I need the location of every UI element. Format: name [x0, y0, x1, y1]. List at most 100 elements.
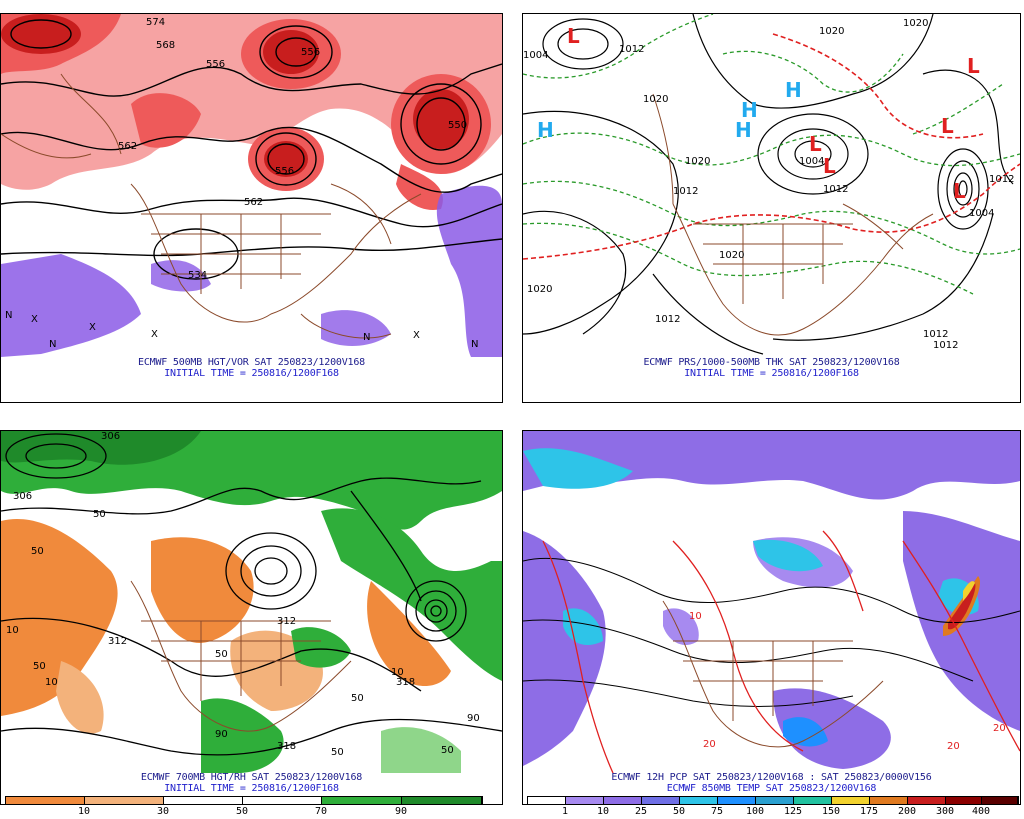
caption-line-2: INITIAL TIME = 250816/1200F168 — [684, 368, 859, 379]
isobar-label: 1020 — [719, 250, 745, 261]
rh-tick: 50 — [235, 806, 249, 817]
isobar-label: 1012 — [989, 174, 1015, 185]
isobar-label: 1004 — [523, 50, 549, 61]
high-symbol: H — [741, 98, 758, 122]
rh-label: 50 — [215, 649, 228, 660]
low-symbol: L — [967, 54, 980, 78]
contour-label-562b: 562 — [118, 141, 138, 152]
temp-label: 20 — [993, 723, 1006, 734]
contour-label-556a: 556 — [301, 47, 321, 58]
panel-mslp-thickness: H H H H L L L L L L 1020 1012 1004 1020 … — [522, 13, 1021, 403]
rh-tick: 30 — [156, 806, 170, 817]
rh-label: 10 — [6, 625, 19, 636]
caption-line-2: ECMWF 850MB TEMP SAT 250823/1200V168 — [666, 783, 877, 794]
map-precip-svg — [523, 431, 1020, 773]
rh-seg — [322, 797, 402, 804]
pcp-seg — [528, 797, 566, 804]
pcp-tick: 50 — [672, 806, 686, 817]
rh-tick: 70 — [314, 806, 328, 817]
isobar-label: 1004 — [969, 208, 995, 219]
high-symbol: H — [735, 118, 752, 142]
rh-label: 10 — [45, 677, 58, 688]
rh-seg — [243, 797, 322, 804]
map-mslp: H H H H L L L L L L 1020 1012 1004 1020 … — [523, 14, 1020, 357]
rh-label: 90 — [467, 713, 480, 724]
pcp-seg — [642, 797, 680, 804]
pcp-tick: 400 — [971, 806, 991, 817]
height-label: 312 — [108, 636, 128, 647]
rh-label: 50 — [31, 546, 44, 557]
isobar-label: 1004 — [799, 156, 825, 167]
temp-label: 20 — [703, 739, 716, 750]
contour-label-568: 568 — [156, 40, 176, 51]
rh-colorbar-ticks: 10 30 50 70 90 — [5, 806, 481, 818]
map-mslp-svg — [523, 14, 1020, 357]
panel-700mb-rh: 312 318 306 312 318 306 50 50 10 50 10 5… — [0, 430, 503, 805]
rh-tick: 10 — [77, 806, 91, 817]
rh-seg — [402, 797, 482, 804]
pcp-seg — [756, 797, 794, 804]
pcp-tick: 1 — [561, 806, 569, 817]
pcp-seg — [982, 797, 1018, 804]
pcp-tick: 300 — [935, 806, 955, 817]
pcp-seg — [794, 797, 832, 804]
panel-mslp-caption: ECMWF PRS/1000-500MB THK SAT 250823/1200… — [523, 357, 1020, 379]
pcp-seg — [680, 797, 718, 804]
isobar-label: 1012 — [673, 186, 699, 197]
min-mark-x: X — [89, 322, 96, 333]
pcp-seg — [908, 797, 946, 804]
low-symbol: L — [809, 132, 822, 156]
min-mark-x: X — [31, 314, 38, 325]
pcp-tick: 125 — [783, 806, 803, 817]
panel-precip-850mb: 20 20 10 20 ECMWF 12H PCP SAT 250823/120… — [522, 430, 1021, 805]
isobar-label: 1020 — [527, 284, 553, 295]
isobar-label: 1012 — [823, 184, 849, 195]
min-mark-x: X — [151, 329, 158, 340]
temp-label: 10 — [689, 611, 702, 622]
max-mark-n: N — [5, 310, 13, 321]
isobar-label: 1020 — [685, 156, 711, 167]
rh-tick: 90 — [394, 806, 408, 817]
pcp-seg — [718, 797, 756, 804]
min-mark-x: X — [413, 330, 420, 341]
map-700mb: 312 318 306 312 318 306 50 50 10 50 10 5… — [1, 431, 502, 773]
pcp-seg — [832, 797, 870, 804]
max-mark-n: N — [471, 339, 479, 350]
caption-line-1: ECMWF PRS/1000-500MB THK SAT 250823/1200… — [643, 357, 900, 368]
pcp-colorbar — [527, 796, 1019, 805]
pcp-seg — [566, 797, 604, 804]
map-500mb: 574 568 556 556 562 550 556 562 534 X X … — [1, 14, 502, 357]
rh-label: 50 — [441, 745, 454, 756]
isobar-label: 1012 — [923, 329, 949, 340]
pcp-tick: 25 — [634, 806, 648, 817]
pcp-seg — [604, 797, 642, 804]
contour-label-562a: 562 — [244, 197, 264, 208]
panel-500mb-caption: ECMWF 500MB HGT/VOR SAT 250823/1200V168 … — [1, 357, 502, 379]
pcp-seg — [946, 797, 982, 804]
caption-line-1: ECMWF 500MB HGT/VOR SAT 250823/1200V168 — [138, 357, 365, 368]
low-symbol: L — [941, 114, 954, 138]
isobar-label: 1020 — [819, 26, 845, 37]
max-mark-n: N — [363, 332, 371, 343]
caption-line-2: INITIAL TIME = 250816/1200F168 — [164, 783, 339, 794]
panel-500mb-vorticity: 574 568 556 556 562 550 556 562 534 X X … — [0, 13, 503, 403]
rh-seg — [6, 797, 85, 804]
height-label: 306 — [13, 491, 33, 502]
panel-700mb-caption: ECMWF 700MB HGT/RH SAT 250823/1200V168 I… — [1, 772, 502, 794]
contour-label-550: 550 — [448, 120, 468, 131]
rh-label: 50 — [33, 661, 46, 672]
isobar-label: 1020 — [643, 94, 669, 105]
pcp-tick: 10 — [596, 806, 610, 817]
low-symbol: L — [567, 24, 580, 48]
height-label: 312 — [277, 616, 297, 627]
rh-label: 90 — [215, 729, 228, 740]
isobar-label: 1012 — [933, 340, 959, 351]
rh-seg — [164, 797, 243, 804]
low-symbol: L — [953, 179, 966, 203]
pcp-tick: 150 — [821, 806, 841, 817]
caption-line-2: INITIAL TIME = 250816/1200F168 — [164, 368, 339, 379]
max-mark-n: N — [49, 339, 57, 350]
low-symbol: L — [823, 154, 836, 178]
pcp-tick: 100 — [745, 806, 765, 817]
caption-line-1: ECMWF 12H PCP SAT 250823/1200V168 : SAT … — [611, 772, 932, 783]
